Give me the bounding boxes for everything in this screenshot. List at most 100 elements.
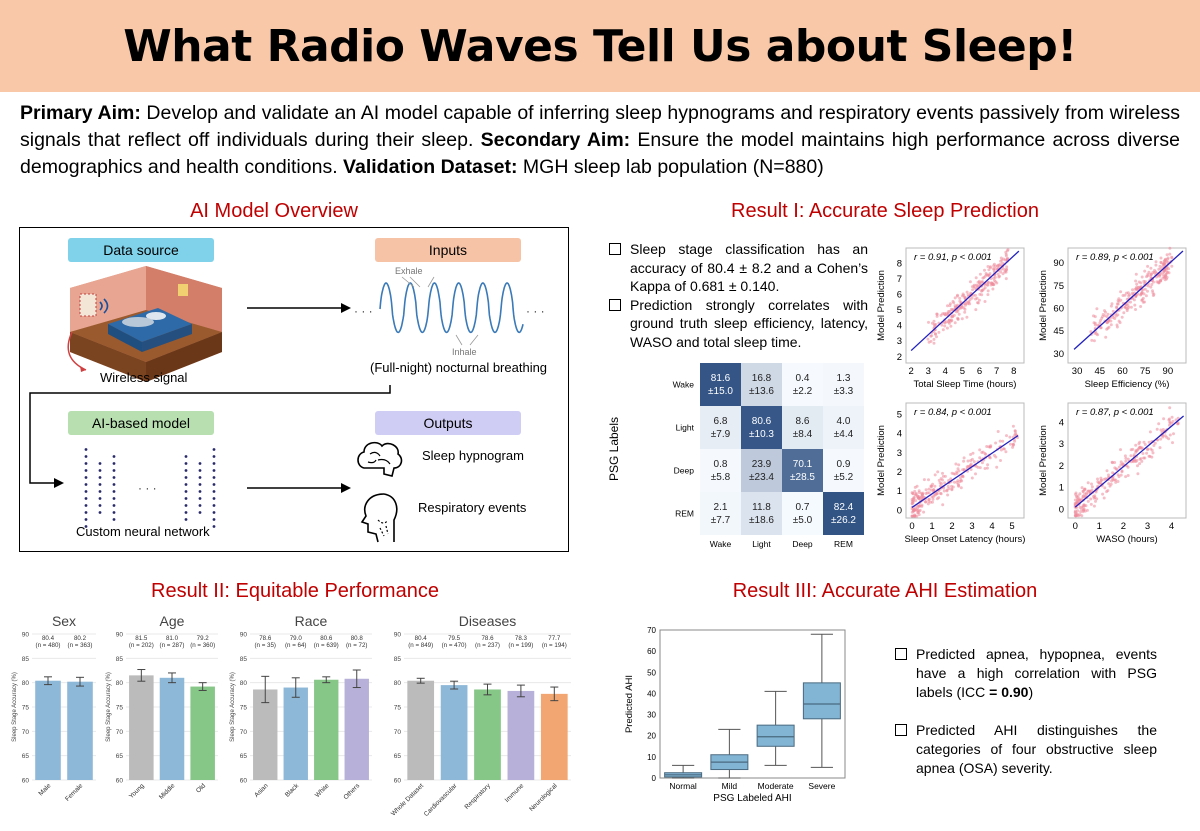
bar-xtick: Cardiovascular xyxy=(423,782,459,818)
scatter-point xyxy=(953,304,957,308)
scatter-point xyxy=(946,304,949,308)
network-node xyxy=(98,497,102,500)
cm-cell-value: 2.1 xyxy=(714,502,728,513)
scatter-point xyxy=(1111,478,1115,482)
scatter-point xyxy=(1166,257,1170,261)
scatter-point xyxy=(1171,419,1175,423)
scatter-point xyxy=(1170,264,1174,268)
bar-ytick: 65 xyxy=(394,753,402,760)
scatter-point xyxy=(1153,441,1157,445)
bar-xtick: Immune xyxy=(504,782,526,804)
bar xyxy=(344,678,369,780)
network-node xyxy=(84,462,88,465)
scatter-xtick: 2 xyxy=(1121,521,1126,532)
scatter-point xyxy=(940,323,944,327)
scatter-point xyxy=(996,430,1000,433)
scatter-point xyxy=(1124,459,1128,463)
scatter-point xyxy=(914,499,918,502)
network-node xyxy=(98,476,102,479)
scatter-point xyxy=(1073,509,1077,513)
network-node xyxy=(84,504,88,507)
cm-xtick: REM xyxy=(834,539,853,549)
scatter-point xyxy=(949,324,953,328)
scatter-point xyxy=(1093,494,1097,498)
scatter-point xyxy=(943,320,947,324)
network-node xyxy=(198,504,202,507)
scatter-point xyxy=(1101,492,1105,496)
scatter-point xyxy=(1134,279,1138,283)
scatter-point xyxy=(995,465,999,469)
scatter-point xyxy=(958,299,962,303)
scatter-point xyxy=(1090,485,1094,489)
scatter-point xyxy=(939,491,942,495)
scatter-point xyxy=(972,460,976,464)
network-node xyxy=(112,469,116,472)
cm-cell-std: ±13.6 xyxy=(749,386,774,397)
scatter-point xyxy=(1090,482,1093,486)
scatter-point xyxy=(1107,482,1111,486)
scatter-point xyxy=(1011,443,1015,447)
scatter-point xyxy=(1138,462,1142,466)
bar-title: Diseases xyxy=(459,613,517,629)
bar-ytick: 60 xyxy=(240,778,248,785)
bar-ytick: 60 xyxy=(394,778,402,785)
cm-cell xyxy=(700,492,741,535)
result1-bullet-2: Prediction strongly correlates with grou… xyxy=(606,296,868,352)
scatter-point xyxy=(1121,294,1125,297)
scatter-point xyxy=(954,462,958,466)
bar xyxy=(283,687,308,780)
scatter-point xyxy=(1096,477,1099,481)
scatter-point xyxy=(1098,321,1102,325)
primary-aim-text: Develop and validate an AI model capable… xyxy=(20,102,1181,151)
scatter-point xyxy=(1144,294,1148,298)
scatter-point xyxy=(1131,447,1135,451)
cm-cell-std: ±10.3 xyxy=(749,429,774,440)
cm-cell-value: 11.8 xyxy=(752,502,771,513)
result3-bullet-2: Predicted AHI distinguishes the categori… xyxy=(892,721,1157,778)
scatter-point xyxy=(1158,446,1162,450)
scatter-point xyxy=(920,504,924,508)
scatter-point xyxy=(1113,466,1117,470)
scatter-point xyxy=(926,337,930,341)
network-node xyxy=(84,448,88,451)
svg-text:· · ·: · · · xyxy=(526,304,545,318)
scatter-point xyxy=(1119,473,1123,477)
scatter-point xyxy=(983,300,987,303)
network-node xyxy=(212,462,216,465)
bar xyxy=(129,675,154,780)
scatter-point xyxy=(1009,442,1012,446)
scatter-point xyxy=(965,315,969,319)
scatter-ytick: 60 xyxy=(1053,304,1064,315)
bar-value-label: 78.6 xyxy=(259,635,272,642)
box-iqr xyxy=(802,682,841,720)
scatter-point xyxy=(983,452,987,455)
scatter-point xyxy=(955,480,959,484)
scatter-point xyxy=(1161,435,1165,439)
network-ellipsis: · · · xyxy=(138,481,157,495)
scatter-point xyxy=(1096,480,1100,484)
bar-xtick: Neurological xyxy=(528,782,559,813)
scatter-ytick: 3 xyxy=(1059,439,1064,450)
arrow-inputs-to-model xyxy=(29,385,391,488)
scatter-ytick: 7 xyxy=(897,274,902,285)
cm-xtick: Light xyxy=(752,539,771,549)
bar-value-label: 79.0 xyxy=(290,635,303,642)
scatter-point xyxy=(924,492,928,495)
scatter-point xyxy=(1149,266,1153,270)
scatter-point xyxy=(927,487,931,491)
scatter-point xyxy=(1143,269,1147,273)
scatter-point xyxy=(1168,417,1171,421)
scatter-point xyxy=(1074,491,1078,495)
cm-cell xyxy=(823,406,864,449)
scatter-point xyxy=(1126,303,1130,307)
scatter-point xyxy=(1107,473,1110,477)
scatter-point xyxy=(1159,256,1163,260)
bar-n-label: (n = 64) xyxy=(285,642,307,649)
scatter-point xyxy=(1090,488,1094,492)
bar-ylabel: Sleep Stage Accuracy (%) xyxy=(230,672,236,742)
scatter-fit-line xyxy=(1073,250,1184,350)
scatter-total-sleep-time: 2 3 4 5 6 7 8 2 3 4 5 6 7 8 Total Sleep Time (hours) Mo… xyxy=(876,247,1025,390)
scatter-ytick: 8 xyxy=(897,259,902,270)
bar-ytick: 80 xyxy=(22,680,30,687)
network-node xyxy=(184,518,188,521)
